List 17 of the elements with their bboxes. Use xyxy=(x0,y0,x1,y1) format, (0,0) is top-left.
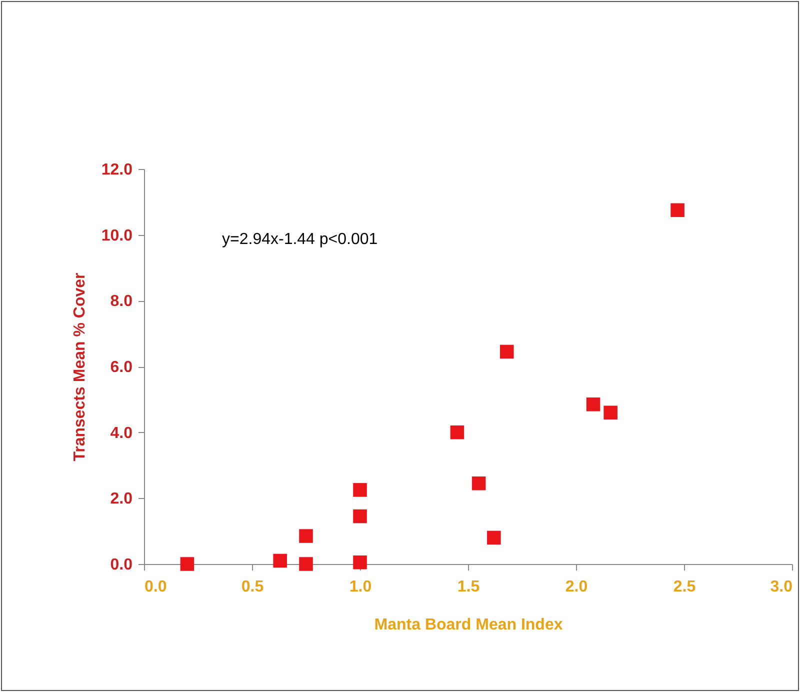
x-tick-label: 3.0 xyxy=(770,578,793,596)
y-tick-label: 12.0 xyxy=(101,162,133,178)
annotation: y=2.94x-1.44 p<0.001 xyxy=(222,231,378,248)
y-tick-label: 10.0 xyxy=(101,227,133,244)
y-tick-label: 0.0 xyxy=(110,556,133,574)
x-tick-label: 0.5 xyxy=(241,578,264,596)
x-tick-label: 1.0 xyxy=(349,578,372,596)
y-axis-title: Transects Mean % Cover xyxy=(71,272,88,462)
x-tick-label: 1.5 xyxy=(457,578,480,596)
y-tick-label: 4.0 xyxy=(110,424,133,442)
y-tick-label: 8.0 xyxy=(110,293,133,310)
x-axis-title: Manta Board Mean Index xyxy=(374,616,563,634)
x-tick-label: 2.0 xyxy=(565,578,588,596)
x-tick-label: 0.0 xyxy=(144,578,167,596)
x-tick-label: 2.5 xyxy=(673,578,696,596)
y-tick-label: 2.0 xyxy=(110,490,133,508)
y-tick-label: 6.0 xyxy=(110,359,133,376)
